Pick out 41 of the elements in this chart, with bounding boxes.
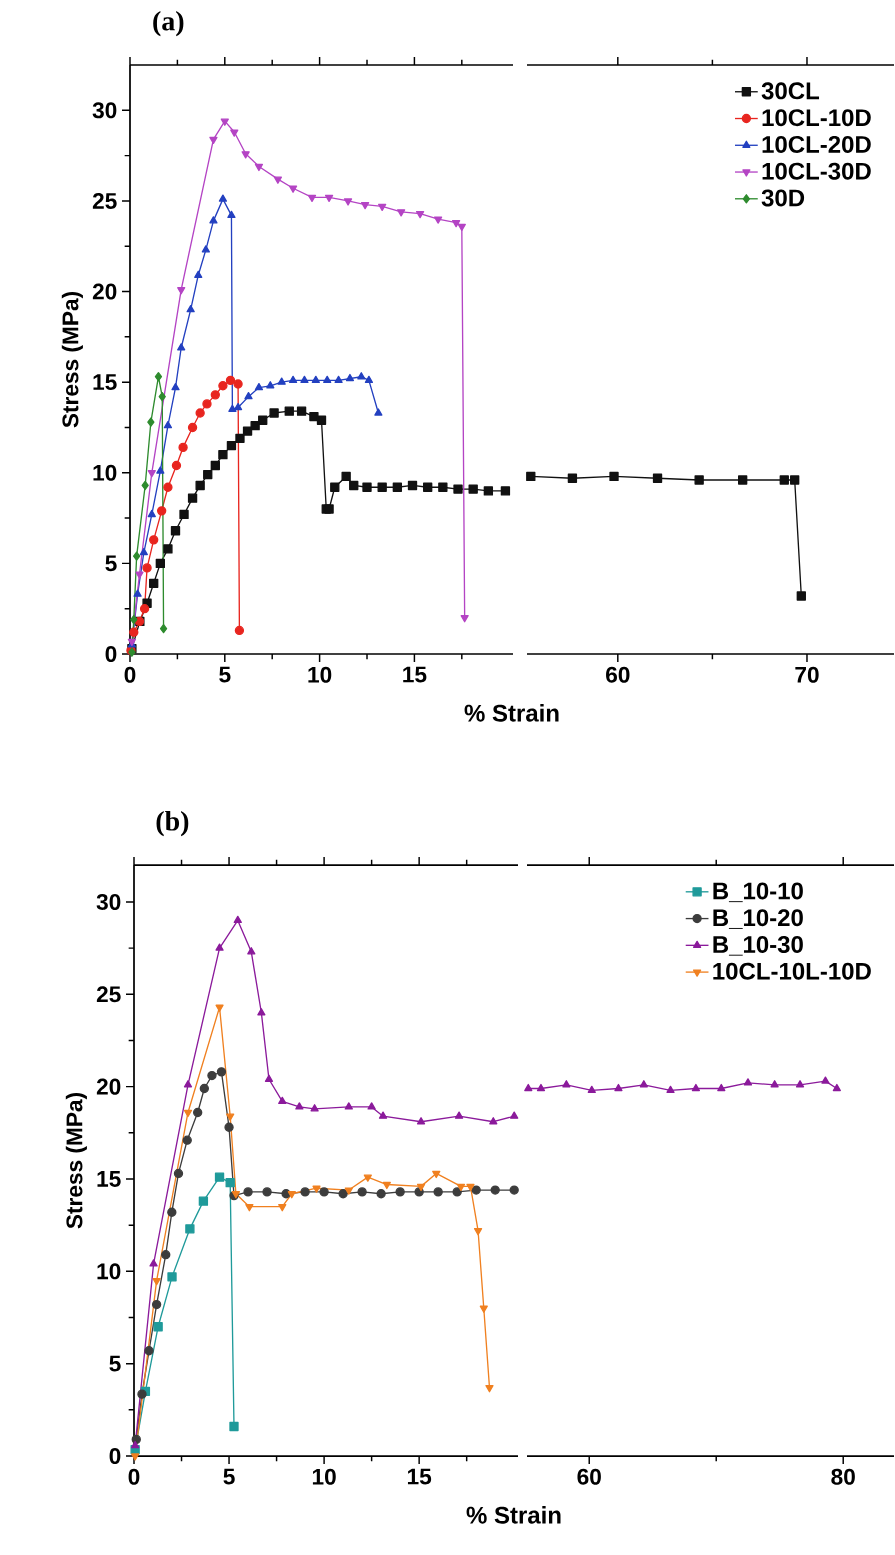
x-tick-label: 10 — [312, 1468, 336, 1485]
y-tick-label: 20 — [92, 283, 117, 300]
legend-label: 10CL-20D — [762, 135, 871, 153]
x-tick-label: 15 — [403, 666, 427, 683]
x-axis-title: % Strain — [466, 1506, 561, 1524]
y-tick-label: 30 — [96, 893, 121, 910]
x-tick-label: 10 — [308, 666, 332, 683]
x-tick-label: 15 — [408, 1468, 432, 1485]
y-tick-label: 25 — [92, 192, 117, 209]
y-tick-label: 25 — [96, 986, 121, 1003]
chart-title: (b) — [156, 810, 189, 837]
legend-label: B_10-30 — [713, 935, 803, 956]
x-tick-label: 80 — [831, 1468, 855, 1485]
x-tick-label: 70 — [795, 666, 819, 683]
y-axis-title: Stress (MPa) — [61, 292, 83, 428]
x-tick-label: 5 — [219, 666, 231, 683]
x-tick-label: 0 — [128, 1468, 140, 1485]
legend-label: 10CL-10L-10D — [713, 962, 871, 980]
y-tick-label: 0 — [109, 1447, 121, 1465]
x-tick-label: 60 — [577, 1468, 601, 1485]
legend-label: B_10-20 — [713, 909, 803, 929]
y-tick-label: 10 — [93, 464, 117, 481]
x-tick-label: 5 — [223, 1468, 235, 1485]
legend-label: 10CL-10D — [762, 109, 871, 127]
y-tick-label: 0 — [105, 645, 117, 663]
y-tick-label: 5 — [105, 555, 117, 572]
y-axis-title: Stress (MPa) — [65, 1093, 87, 1229]
legend-label: 30CL — [761, 82, 820, 100]
y-tick-label: 15 — [93, 374, 117, 391]
x-axis-title: % Strain — [464, 704, 559, 722]
y-tick-label: 30 — [92, 102, 117, 119]
legend-label: 30D — [761, 189, 805, 207]
legend-label: 10CL-30D — [762, 162, 871, 180]
x-tick-label: 60 — [606, 666, 630, 683]
y-tick-label: 20 — [96, 1078, 121, 1095]
y-tick-label: 10 — [97, 1263, 121, 1280]
y-tick-label: 15 — [97, 1171, 121, 1187]
chart-title: (a) — [153, 10, 184, 37]
x-tick-label: 0 — [124, 666, 136, 683]
y-tick-label: 5 — [109, 1355, 121, 1372]
legend-label: B_10-10 — [713, 882, 803, 903]
